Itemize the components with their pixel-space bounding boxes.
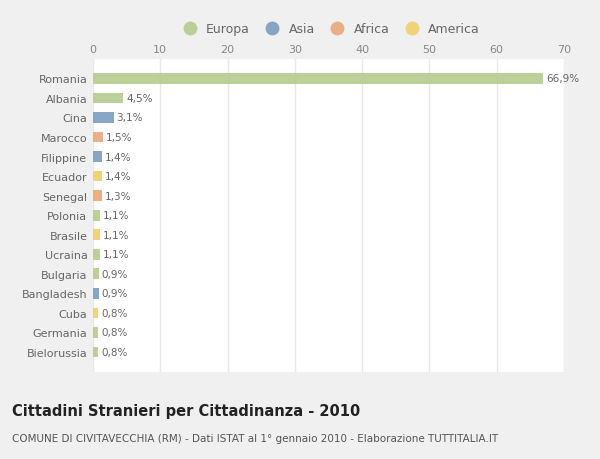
Text: 1,4%: 1,4% (105, 172, 131, 182)
Text: Cittadini Stranieri per Cittadinanza - 2010: Cittadini Stranieri per Cittadinanza - 2… (12, 403, 360, 419)
Legend: Europa, Asia, Africa, America: Europa, Asia, Africa, America (173, 19, 484, 39)
Bar (93, 249, 100, 260)
Bar (93, 74, 543, 84)
Text: 1,5%: 1,5% (106, 133, 132, 143)
Bar (93, 93, 123, 104)
Bar (93, 230, 100, 241)
Text: 0,8%: 0,8% (101, 347, 127, 357)
Text: 1,1%: 1,1% (103, 211, 130, 221)
Bar (93, 113, 114, 123)
Bar (93, 347, 98, 358)
Text: 1,4%: 1,4% (105, 152, 131, 162)
Text: 0,9%: 0,9% (102, 289, 128, 299)
Text: 66,9%: 66,9% (546, 74, 579, 84)
Text: 1,1%: 1,1% (103, 230, 130, 240)
Bar (93, 171, 103, 182)
Text: COMUNE DI CIVITAVECCHIA (RM) - Dati ISTAT al 1° gennaio 2010 - Elaborazione TUTT: COMUNE DI CIVITAVECCHIA (RM) - Dati ISTA… (12, 433, 498, 442)
Bar (93, 210, 100, 221)
Text: 4,5%: 4,5% (126, 94, 152, 104)
Bar (93, 269, 99, 280)
Bar (93, 308, 98, 319)
Text: 1,3%: 1,3% (104, 191, 131, 201)
Text: 0,8%: 0,8% (101, 328, 127, 338)
Bar (93, 191, 102, 202)
Bar (93, 132, 103, 143)
Text: 3,1%: 3,1% (116, 113, 143, 123)
Bar (93, 327, 98, 338)
Text: 0,9%: 0,9% (102, 269, 128, 279)
Text: 0,8%: 0,8% (101, 308, 127, 318)
Text: 1,1%: 1,1% (103, 250, 130, 260)
Bar (93, 152, 103, 162)
Bar (93, 288, 99, 299)
